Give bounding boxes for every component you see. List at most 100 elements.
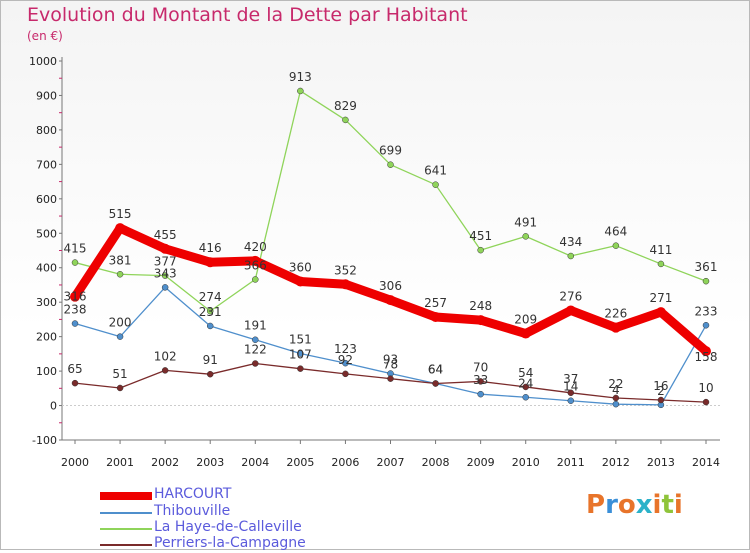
x-tick-label: 2012 [602,456,630,469]
legend-label: Thibouville [154,503,231,519]
logo-letter: t [661,490,674,520]
logo-letter: r [605,490,618,520]
legend-swatch [100,544,152,546]
data-point [116,271,124,278]
data-label: 91 [203,353,218,367]
data-point [702,322,710,329]
logo-letter: i [652,490,662,520]
data-label: 257 [424,296,447,310]
data-label: 14 [563,380,578,394]
data-point [342,370,349,378]
x-tick-label: 2006 [331,456,359,469]
data-label: 420 [244,240,267,254]
data-point [567,397,575,404]
data-label: 233 [695,304,718,318]
data-label: 24 [518,376,533,390]
y-tick-label: 700 [36,158,57,171]
legend-swatch [100,492,152,500]
data-point [161,284,169,291]
data-point [610,322,621,333]
data-point [430,311,441,322]
data-label: 33 [473,373,488,387]
data-label: 191 [244,319,267,333]
data-label: 361 [695,260,718,274]
y-tick-label: 500 [36,227,57,240]
y-tick-label: 100 [36,365,57,378]
x-tick-label: 2007 [377,456,405,469]
data-label: 64 [428,362,443,376]
data-label: 306 [379,279,402,293]
data-label: 93 [383,353,398,367]
data-point [387,161,394,168]
data-label: 829 [334,99,357,113]
x-tick-label: 2001 [106,456,134,469]
data-label: 16 [653,379,668,393]
data-label: 381 [109,253,132,267]
data-point [655,307,666,318]
data-label: 231 [199,305,222,319]
legend-label: La Haye-de-Calleville [154,519,302,535]
data-label: 415 [64,242,87,256]
logo-letter: o [617,490,636,520]
data-point [206,322,214,330]
data-label: 377 [154,255,177,269]
data-label: 122 [244,343,267,357]
data-point [206,307,214,315]
proxiti-logo: Proxiti [586,490,683,520]
data-point [522,394,529,401]
legend-swatch [100,528,152,530]
data-label: 515 [109,207,132,221]
data-point [477,378,484,385]
data-label: 360 [289,261,312,275]
data-label: 102 [154,349,177,363]
data-label: 200 [109,316,132,330]
data-label: 123 [334,342,357,356]
data-label: 248 [469,299,492,313]
data-label: 276 [559,289,582,303]
data-point [70,291,80,302]
data-label: 451 [469,229,492,243]
x-tick-label: 2008 [422,456,450,469]
legend-label: Perriers-la-Campagne [154,535,306,551]
x-tick-label: 2009 [467,456,495,469]
data-label: 366 [244,258,267,272]
data-label: 92 [338,353,353,367]
unit-label: (en €) [27,29,63,43]
data-point [252,276,259,283]
data-label: 158 [695,350,718,364]
data-point [475,315,486,326]
x-tick-label: 2005 [286,456,314,469]
x-tick-label: 2011 [557,456,585,469]
data-label: 209 [514,313,537,327]
data-point [71,259,79,266]
data-point [116,333,124,340]
x-tick-label: 2014 [692,456,720,469]
data-point [161,367,169,374]
data-label: 51 [112,367,127,381]
data-point [702,398,710,406]
data-label: 4 [612,383,620,397]
data-point [160,243,171,254]
data-label: 455 [154,228,177,242]
data-label: 78 [383,358,398,372]
y-tick-label: 1000 [29,55,57,68]
data-point [71,320,79,327]
data-label: 226 [604,307,627,321]
data-point [385,295,396,306]
data-label: 641 [424,164,447,178]
x-tick-label: 2013 [647,456,675,469]
data-point [432,181,439,188]
data-point [295,276,306,287]
data-point [522,233,529,240]
data-label: 434 [559,235,582,249]
data-point [71,379,79,387]
data-point [250,255,261,266]
data-point [657,396,665,404]
data-point [565,305,576,316]
data-point [297,87,304,95]
data-label: 699 [379,144,402,158]
data-point [387,375,394,382]
data-point [115,223,126,234]
data-label: 151 [289,333,312,347]
data-label: 238 [64,303,87,317]
